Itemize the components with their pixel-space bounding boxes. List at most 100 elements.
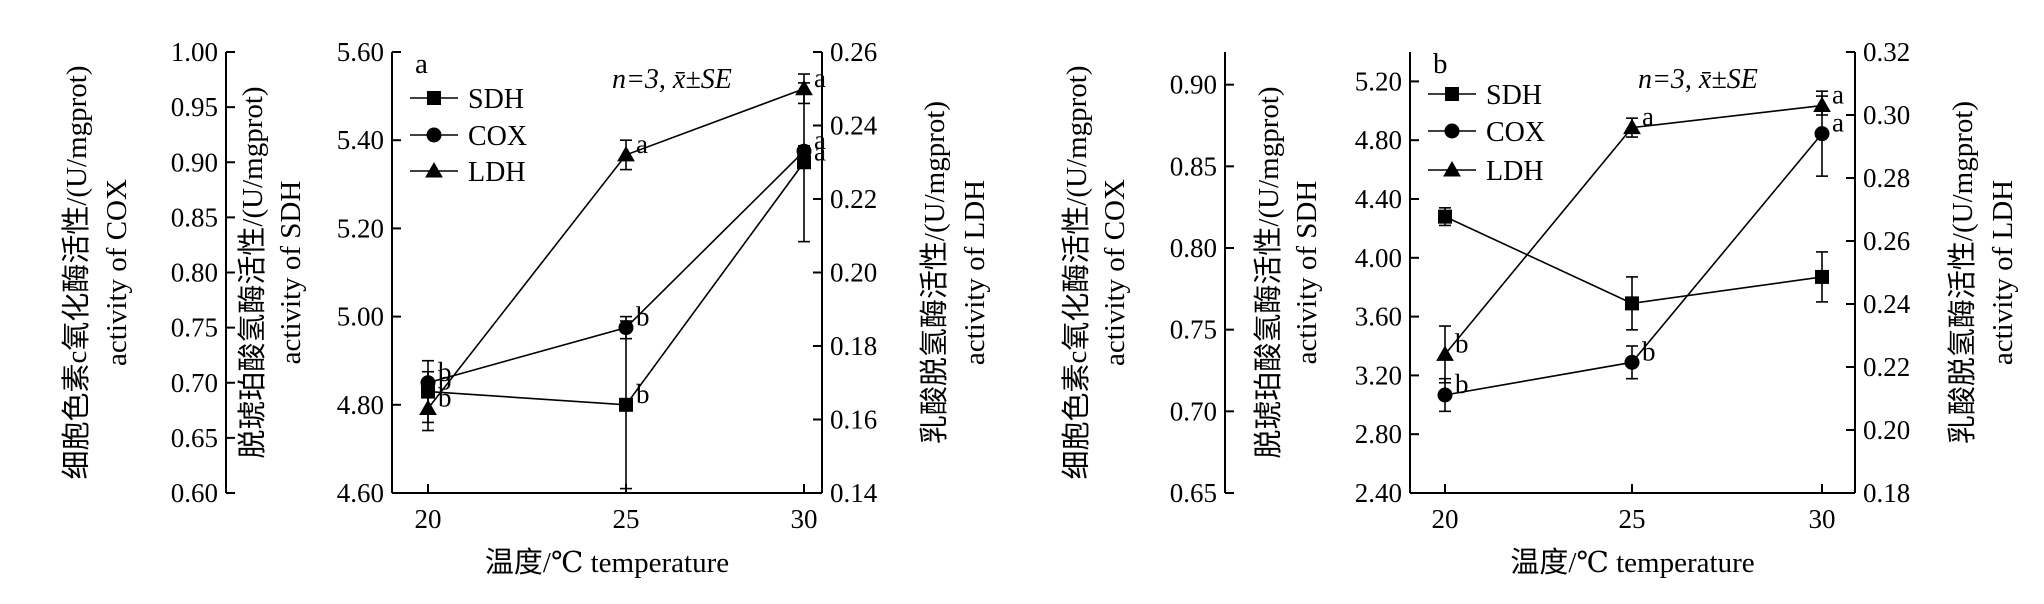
sdh-axis-title-cn: 脱琥珀酸氢酶活性/(U/mgprot)	[236, 86, 269, 458]
sdh-axis-title-cn: 脱琥珀酸氢酶活性/(U/mgprot)	[1252, 86, 1285, 458]
ldh-tick-label: 0.24	[830, 111, 878, 141]
cox-tick-label: 0.90	[171, 147, 218, 177]
x-axis-title: 温度/℃ temperature	[1510, 546, 1754, 579]
data-point-sdh	[1625, 296, 1639, 311]
chart-panel-a: 0.60 0.65 0.70 0.75 0.80 0.85 0.90 0.95 1.00 4.60…	[60, 37, 991, 579]
series-cox: bba	[420, 125, 826, 395]
sdh-tick-label: 5.20	[337, 213, 384, 243]
sdh-tick-label: 3.20	[1355, 360, 1402, 390]
sdh-tick-label: 4.80	[337, 390, 384, 420]
legend-label: LDH	[468, 157, 526, 188]
data-point-ldh	[419, 399, 437, 415]
legend-marker-sdh	[1445, 87, 1459, 101]
cox-tick-label: 0.85	[1170, 151, 1217, 181]
stat-note: n=3, x̄±SE	[612, 64, 732, 95]
ldh-axis-title-cn: 乳酸脱氢酶活性/(U/mgprot)	[918, 101, 951, 444]
x-tick-label: 25	[613, 504, 640, 534]
data-point-cox	[1437, 387, 1453, 403]
cox-tick-label: 0.80	[171, 258, 218, 288]
legend-marker-ldh	[425, 161, 443, 178]
data-point-sdh	[1438, 209, 1452, 224]
ldh-tick-label: 0.22	[1863, 352, 1910, 382]
significance-letter: a	[1832, 80, 1844, 110]
data-point-ldh	[795, 79, 813, 96]
sdh-axis-title-en: activity of SDH	[275, 181, 307, 365]
significance-letter: b	[1455, 328, 1469, 358]
ldh-tick-label: 0.24	[1863, 289, 1911, 319]
x-tick-label: 20	[1432, 504, 1459, 534]
significance-letter: b	[1642, 336, 1656, 366]
cox-tick-label: 0.65	[1170, 478, 1217, 508]
series-line-sdh	[1444, 215, 1823, 305]
chart-panel-b: 0.65 0.70 0.75 0.80 0.85 0.90 2.40 2.80 3.20 3.60…	[1060, 37, 2019, 579]
sdh-tick-label: 5.00	[337, 302, 384, 332]
significance-letter: b	[1455, 369, 1469, 399]
series-line-sdh	[427, 161, 805, 406]
sdh-tick-label: 4.60	[337, 478, 384, 508]
sdh-tick-label: 2.40	[1355, 478, 1402, 508]
ldh-tick-label: 0.22	[830, 184, 877, 214]
data-point-sdh	[1815, 269, 1829, 284]
x-tick-label: 25	[1619, 504, 1646, 534]
cox-tick-label: 0.95	[171, 92, 218, 122]
stat-note: n=3, x̄±SE	[1638, 64, 1758, 95]
data-point-ldh	[1623, 118, 1641, 135]
significance-letter: a	[814, 63, 826, 93]
significance-letter: b	[438, 357, 452, 387]
cox-axis-title-cn: 细胞色素c氧化酶活性/(U/mgprot)	[60, 65, 93, 479]
cox-tick-label: 0.70	[171, 368, 218, 398]
x-tick-label: 20	[415, 504, 442, 534]
sdh-tick-label: 4.40	[1355, 184, 1402, 214]
series-sdh	[1438, 207, 1829, 331]
ldh-tick-label: 0.14	[830, 478, 878, 508]
data-point-cox	[796, 143, 812, 159]
panel-label: a	[415, 48, 428, 80]
data-point-cox	[1814, 126, 1830, 142]
legend-label: SDH	[1486, 80, 1542, 111]
ldh-tick-label: 0.18	[1863, 478, 1910, 508]
ldh-tick-label: 0.20	[1863, 415, 1910, 445]
significance-letter: a	[1642, 102, 1654, 132]
series-ldh: baa	[1436, 80, 1844, 384]
sdh-tick-label: 4.80	[1355, 125, 1402, 155]
ldh-axis-title-en: activity of LDH	[1987, 180, 2019, 365]
cox-tick-label: 0.70	[1170, 396, 1217, 426]
cox-tick-label: 0.85	[171, 202, 218, 232]
legend-label: LDH	[1486, 156, 1544, 187]
panel-label: b	[1433, 48, 1448, 80]
sdh-axis-title-en: activity of SDH	[1291, 181, 1323, 365]
data-point-ldh	[1813, 96, 1831, 113]
data-point-cox	[618, 320, 634, 336]
series-ldh: b a a	[419, 63, 826, 432]
ldh-tick-label: 0.30	[1863, 100, 1910, 130]
data-point-ldh	[1436, 345, 1454, 361]
ldh-tick-label: 0.26	[830, 37, 877, 67]
x-axis-title: 温度/℃ temperature	[485, 546, 729, 579]
sdh-tick-label: 5.60	[337, 37, 384, 67]
legend-label: COX	[1486, 117, 1545, 148]
ldh-tick-label: 0.16	[830, 405, 877, 435]
sdh-tick-label: 3.60	[1355, 302, 1402, 332]
cox-tick-label: 0.65	[171, 423, 218, 453]
ldh-tick-label: 0.18	[830, 331, 877, 361]
significance-letter: a	[636, 129, 648, 159]
ldh-tick-label: 0.26	[1863, 226, 1910, 256]
cox-tick-label: 0.75	[171, 313, 218, 343]
cox-axis-title-en: activity of COX	[101, 179, 133, 366]
ldh-axis-title-en: activity of LDH	[959, 180, 991, 365]
legend-marker-cox	[1444, 123, 1460, 139]
significance-letter: a	[1832, 108, 1844, 138]
cox-tick-label: 1.00	[171, 37, 218, 67]
sdh-tick-label: 4.00	[1355, 243, 1402, 273]
data-point-ldh	[617, 145, 635, 162]
ldh-axis-title-cn: 乳酸脱氢酶活性/(U/mgprot)	[1946, 101, 1979, 444]
legend-marker-ldh	[1443, 160, 1461, 177]
data-point-cox	[1624, 354, 1640, 370]
ldh-tick-label: 0.32	[1863, 37, 1910, 67]
sdh-tick-label: 5.20	[1355, 66, 1402, 96]
significance-letter: b	[636, 379, 650, 409]
data-point-sdh	[619, 397, 633, 412]
sdh-tick-label: 2.80	[1355, 419, 1402, 449]
legend-marker-cox	[426, 127, 442, 143]
cox-tick-label: 0.80	[1170, 233, 1217, 263]
